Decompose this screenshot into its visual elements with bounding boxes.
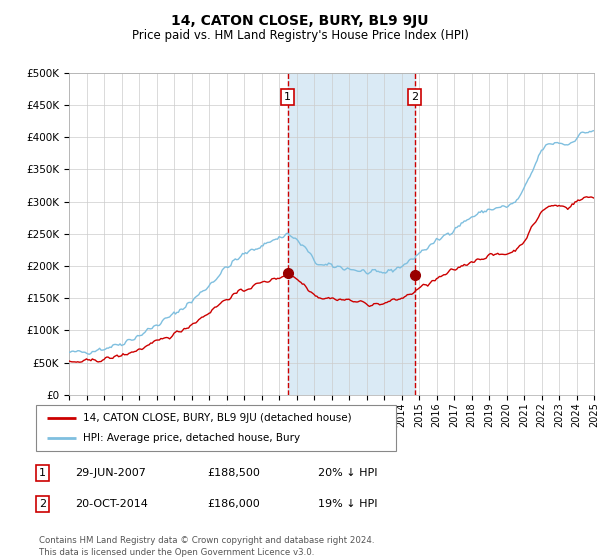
- Text: 14, CATON CLOSE, BURY, BL9 9JU (detached house): 14, CATON CLOSE, BURY, BL9 9JU (detached…: [83, 413, 352, 423]
- Text: Contains HM Land Registry data © Crown copyright and database right 2024.
This d: Contains HM Land Registry data © Crown c…: [39, 536, 374, 557]
- FancyBboxPatch shape: [36, 405, 396, 451]
- Text: 14, CATON CLOSE, BURY, BL9 9JU: 14, CATON CLOSE, BURY, BL9 9JU: [171, 14, 429, 28]
- Text: 20-OCT-2014: 20-OCT-2014: [75, 499, 148, 509]
- Text: 1: 1: [284, 92, 291, 102]
- Text: 29-JUN-2007: 29-JUN-2007: [75, 468, 146, 478]
- Text: HPI: Average price, detached house, Bury: HPI: Average price, detached house, Bury: [83, 433, 300, 444]
- Text: 20% ↓ HPI: 20% ↓ HPI: [318, 468, 377, 478]
- Text: £188,500: £188,500: [207, 468, 260, 478]
- Text: 2: 2: [411, 92, 418, 102]
- Text: 19% ↓ HPI: 19% ↓ HPI: [318, 499, 377, 509]
- Text: Price paid vs. HM Land Registry's House Price Index (HPI): Price paid vs. HM Land Registry's House …: [131, 29, 469, 42]
- Text: 2: 2: [39, 499, 46, 509]
- Text: £186,000: £186,000: [207, 499, 260, 509]
- Bar: [288, 73, 415, 395]
- Text: 1: 1: [39, 468, 46, 478]
